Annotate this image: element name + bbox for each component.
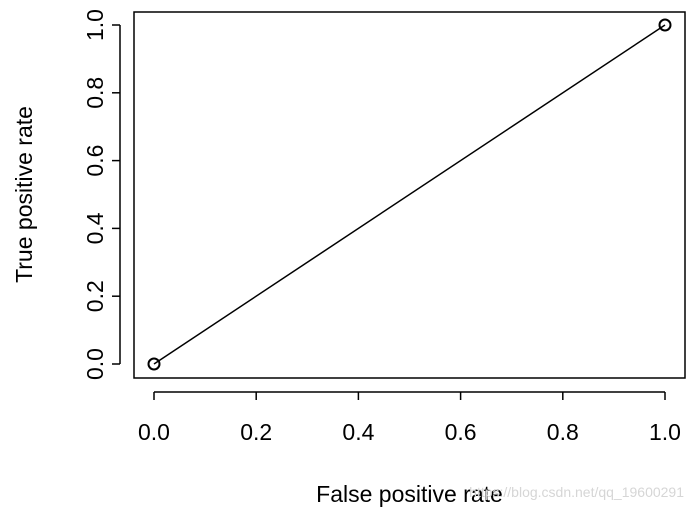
y-tick-label: 0.6 [82, 145, 108, 177]
x-tick-label: 0.0 [138, 419, 170, 445]
watermark-text: https://blog.csdn.net/qq_19600291 [469, 484, 684, 500]
y-tick-label: 0.0 [82, 348, 108, 380]
x-axis-title: False positive rate [316, 481, 503, 507]
x-tick-label: 0.8 [547, 419, 579, 445]
x-tick-label: 1.0 [649, 419, 681, 445]
y-axis-title: True positive rate [11, 106, 37, 283]
x-tick-label: 0.6 [445, 419, 477, 445]
data-point [147, 357, 161, 371]
data-point [658, 18, 672, 32]
y-tick-label: 0.4 [82, 212, 108, 244]
x-tick-label: 0.2 [240, 419, 272, 445]
plot-frame [133, 11, 686, 379]
y-tick-label: 1.0 [82, 9, 108, 41]
y-tick-label: 0.2 [82, 280, 108, 312]
series-line [153, 24, 666, 365]
y-tick-label: 0.8 [82, 77, 108, 109]
x-tick-label: 0.4 [342, 419, 374, 445]
